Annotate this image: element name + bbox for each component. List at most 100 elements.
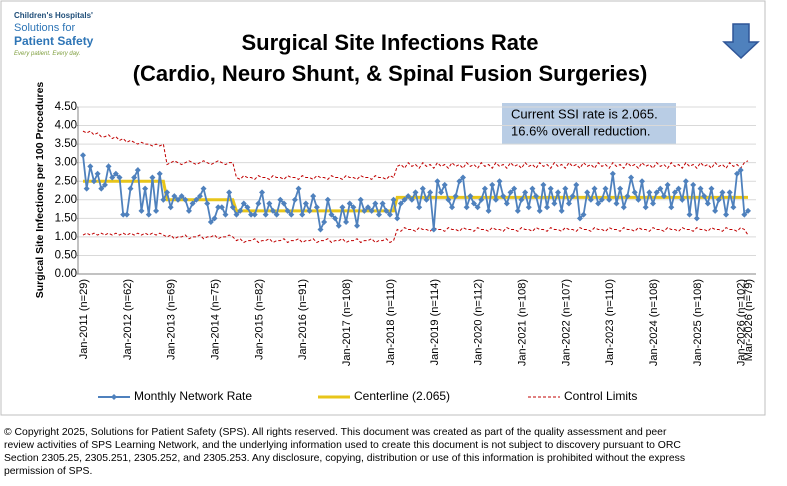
x-tick-label: Jan-2016 (n=91) — [297, 279, 309, 360]
data-point — [248, 211, 255, 218]
data-point — [189, 200, 196, 207]
data-point — [690, 181, 697, 188]
data-point — [423, 196, 430, 203]
x-tick-label: Jan-2014 (n=75) — [210, 279, 222, 360]
data-point — [218, 204, 225, 211]
data-point — [441, 181, 448, 188]
data-point — [291, 196, 298, 203]
data-point — [730, 204, 737, 211]
data-point — [105, 163, 112, 170]
data-point — [394, 215, 401, 222]
data-point — [500, 193, 507, 200]
data-point — [123, 211, 130, 218]
x-tick-label: Jan-2019 (n=114) — [429, 279, 441, 365]
data-point — [90, 178, 97, 185]
x-tick-label: Jan-2025 (n=108) — [692, 279, 704, 366]
data-point — [328, 211, 335, 218]
data-point — [624, 193, 631, 200]
data-point — [609, 170, 616, 177]
data-point — [266, 200, 273, 207]
data-point — [511, 185, 518, 192]
data-point — [492, 196, 499, 203]
data-point — [280, 200, 287, 207]
data-point — [606, 196, 613, 203]
data-point — [302, 200, 309, 207]
data-point — [503, 200, 510, 207]
data-point — [697, 185, 704, 192]
data-point — [481, 185, 488, 192]
data-point — [156, 170, 163, 177]
data-point — [87, 163, 94, 170]
data-point — [145, 211, 152, 218]
logo-text: Patient Safety — [14, 34, 94, 48]
data-point — [569, 193, 576, 200]
data-point — [324, 196, 331, 203]
x-tick-label: Jan-2024 (n=108) — [648, 279, 660, 366]
chart-subtitle: (Cardio, Neuro Shunt, & Spinal Fusion Su… — [133, 61, 648, 86]
data-point — [226, 189, 233, 196]
legend-label: Monthly Network Rate — [134, 389, 252, 403]
control-limit-line — [82, 130, 749, 180]
data-point — [438, 189, 445, 196]
data-point — [120, 211, 127, 218]
data-point — [558, 207, 565, 214]
logo-text: Solutions for — [14, 22, 75, 34]
data-point — [288, 211, 295, 218]
data-point — [142, 185, 149, 192]
data-point — [335, 222, 342, 229]
data-point — [284, 207, 291, 214]
x-tick-label: Jan-2023 (n=110) — [604, 279, 616, 365]
data-point — [222, 211, 229, 218]
annotation-text: Current SSI rate is 2.065. — [511, 106, 658, 121]
data-point — [628, 174, 635, 181]
chart-title: Surgical Site Infections Rate — [241, 30, 538, 55]
data-point — [390, 196, 397, 203]
data-point — [175, 196, 181, 203]
data-point — [131, 174, 138, 181]
data-point — [383, 207, 390, 214]
data-point — [368, 207, 375, 214]
data-point — [551, 200, 558, 207]
data-point — [211, 215, 218, 222]
x-tick-label: Jan-2018 (n=110) — [385, 279, 397, 365]
data-point — [251, 211, 258, 218]
x-tick-label: Jan-2013 (n=69) — [166, 279, 178, 360]
data-point — [719, 189, 726, 196]
copyright-line: Section 2305.25, 2305.251, 2305.252, and… — [4, 453, 686, 464]
data-point — [639, 178, 646, 185]
data-point — [617, 185, 624, 192]
data-point — [642, 204, 649, 211]
data-point — [204, 200, 211, 207]
data-point — [215, 204, 222, 211]
data-point — [343, 219, 350, 226]
data-point — [346, 200, 353, 207]
data-point — [565, 200, 572, 207]
data-point — [255, 200, 262, 207]
data-point — [244, 204, 251, 211]
data-point — [547, 185, 554, 192]
data-point — [386, 211, 393, 218]
data-point — [587, 196, 594, 203]
data-point — [507, 189, 514, 196]
data-point — [80, 152, 86, 159]
data-point — [207, 219, 214, 226]
data-point — [544, 204, 551, 211]
data-point — [671, 189, 678, 196]
data-point — [518, 196, 525, 203]
data-point — [657, 185, 664, 192]
data-point — [167, 204, 174, 211]
data-point — [273, 211, 280, 218]
x-tick-label: Jan-2026 (n=102) — [736, 279, 748, 366]
data-point — [313, 204, 320, 211]
y-tick-label: 4.50 — [55, 101, 77, 113]
data-point — [496, 178, 503, 185]
data-point — [460, 174, 466, 181]
data-point — [470, 200, 477, 207]
data-point — [602, 185, 609, 192]
y-tick-label: 0.00 — [55, 268, 77, 280]
data-point — [233, 211, 240, 218]
data-point — [584, 189, 591, 196]
data-point — [573, 181, 580, 188]
data-point — [474, 204, 481, 211]
data-point — [456, 178, 463, 185]
